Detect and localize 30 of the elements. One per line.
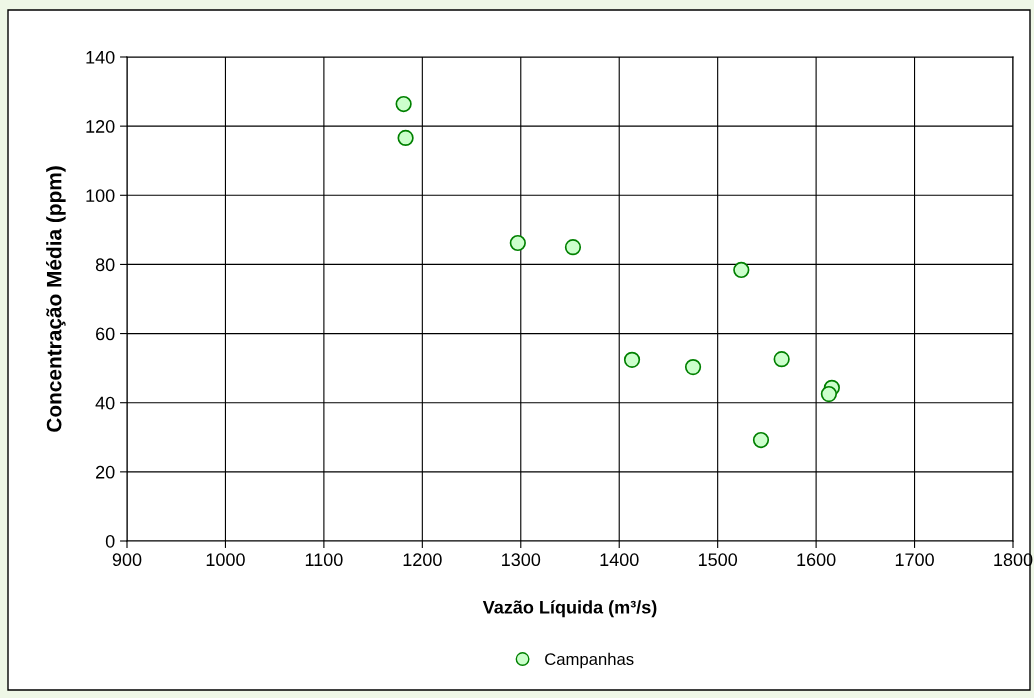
point (684, 358, 702, 376)
point (773, 351, 790, 368)
x-tick-label: 1100 (305, 553, 343, 567)
y-tick-label: 80 (95, 258, 115, 272)
point (397, 129, 414, 147)
y-tick-label: 100 (86, 189, 115, 203)
y-tick-label: 20 (96, 465, 115, 479)
x-tick-label: 1300 (502, 553, 541, 567)
point (820, 385, 838, 403)
y-tick-label: 40 (95, 396, 115, 410)
x-tick-label: 1000 (206, 553, 245, 567)
x-tick-label: 1600 (797, 553, 836, 567)
x-axis-title: Vazão Líquida (m³/s) (482, 600, 657, 618)
x-tick-label: 1500 (698, 553, 738, 567)
legend-label: Campanhas (545, 652, 634, 669)
point (509, 234, 526, 252)
y-tick-label: 120 (86, 120, 115, 133)
point (752, 431, 770, 449)
point (395, 95, 412, 113)
point (733, 261, 750, 279)
y-axis-title: Concentração Média (ppm) (46, 166, 66, 432)
point (564, 239, 582, 256)
point (623, 351, 641, 368)
x-tick-label: 900 (112, 553, 142, 567)
y-tick-label: 140 (86, 50, 115, 64)
x-tick-label: 1700 (895, 553, 934, 567)
x-tick-label: 1400 (600, 553, 639, 567)
x-tick-label: 1200 (403, 553, 442, 567)
y-tick-label: 0 (105, 534, 115, 548)
y-tick-label: 60 (96, 327, 115, 341)
